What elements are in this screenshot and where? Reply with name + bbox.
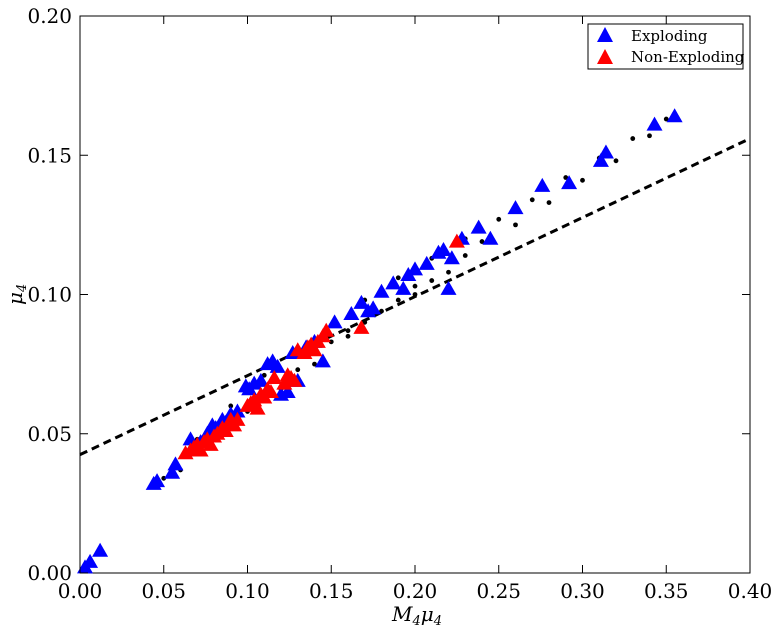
exploding-point xyxy=(82,553,99,568)
exploding-point xyxy=(666,108,683,123)
exploding-point xyxy=(343,305,360,320)
y-tick-label: 0.15 xyxy=(27,143,72,167)
track-dot xyxy=(161,475,167,481)
x-tick-label: 0.40 xyxy=(728,579,773,603)
y-tick-label: 0.20 xyxy=(27,4,72,28)
x-tick-label: 0.30 xyxy=(560,579,605,603)
exploding-point xyxy=(395,280,412,295)
legend: Exploding Non-Exploding xyxy=(587,23,745,70)
exploding-point xyxy=(167,456,184,471)
exploding-point xyxy=(561,175,578,190)
non-exploding-point xyxy=(262,383,279,398)
y-tick-label: 0.00 xyxy=(27,561,72,585)
exploding-point xyxy=(597,144,614,159)
non-exploding-point xyxy=(306,342,323,357)
y-tick-label: 0.10 xyxy=(27,283,72,307)
track-dot xyxy=(228,403,234,409)
y-tick-label: 0.05 xyxy=(27,422,72,446)
track-dot xyxy=(328,339,334,345)
x-tick-label: 0.25 xyxy=(476,579,521,603)
track-dot xyxy=(345,328,351,334)
exploding-point xyxy=(440,280,457,295)
exploding-point xyxy=(534,177,551,192)
exploding-point xyxy=(229,403,246,418)
track-dot xyxy=(613,158,619,164)
x-tick-label: 0.35 xyxy=(644,579,689,603)
track-dot xyxy=(479,239,485,244)
non-exploding-point xyxy=(192,442,209,457)
legend-marker-exploding xyxy=(597,27,613,42)
non-exploding-point xyxy=(448,233,465,248)
exploding-point xyxy=(507,200,524,215)
exploding-point xyxy=(164,464,181,479)
track-dot xyxy=(312,361,317,367)
track-dot xyxy=(295,367,301,373)
exploding-point xyxy=(435,241,452,256)
track-dot xyxy=(395,297,401,303)
track-dot xyxy=(529,197,535,203)
exploding-point xyxy=(279,383,296,398)
track-dot xyxy=(462,253,468,258)
non-exploding-point xyxy=(353,319,370,334)
track-dot xyxy=(546,200,552,205)
exploding-point xyxy=(149,473,166,488)
exploding-point xyxy=(407,261,423,276)
exploding-point xyxy=(470,219,487,234)
legend-label-exploding: Exploding xyxy=(631,27,708,45)
track-dot xyxy=(630,136,636,141)
non-exploding-point xyxy=(217,422,234,437)
non-exploding-point xyxy=(229,411,246,426)
exploding-point xyxy=(365,300,382,315)
track-dot xyxy=(580,177,585,183)
x-tick-label: 0.00 xyxy=(58,579,103,603)
x-tick-label: 0.20 xyxy=(393,579,438,603)
exploding-point xyxy=(443,250,460,265)
legend-marker-non-exploding xyxy=(597,49,613,64)
exploding-point xyxy=(373,283,390,298)
x-tick-label: 0.05 xyxy=(141,579,186,603)
fit-line xyxy=(79,137,751,456)
exploding-point xyxy=(326,314,343,329)
exploding-point xyxy=(482,230,499,245)
exploding-point xyxy=(92,542,109,557)
exploding-point xyxy=(269,358,286,373)
track-dot xyxy=(429,278,435,283)
non-exploding-point xyxy=(249,400,266,415)
fit-line-path xyxy=(79,137,751,456)
track-dot xyxy=(496,216,502,222)
exploding-point xyxy=(592,152,609,167)
x-tick-label: 0.10 xyxy=(225,579,270,603)
x-tick-label: 0.15 xyxy=(309,579,354,603)
legend-label-non-exploding: Non-Exploding xyxy=(631,48,745,66)
svg-text:μ4: μ4 xyxy=(3,284,30,305)
y-axis-label: μ4 xyxy=(3,284,30,305)
exploding-point xyxy=(418,255,435,270)
series-non-exploding xyxy=(177,233,465,460)
track-dot xyxy=(663,116,669,122)
x-axis-label: M4μ4 xyxy=(391,602,442,629)
track-dot xyxy=(261,372,267,378)
exploding-point xyxy=(314,353,331,368)
non-exploding-point xyxy=(266,370,283,385)
non-exploding-point xyxy=(318,322,335,337)
legend-box xyxy=(587,23,744,70)
exploding-point xyxy=(353,294,370,309)
track-dot xyxy=(446,269,451,275)
non-exploding-point xyxy=(286,372,303,387)
exploding-point xyxy=(646,116,663,131)
exploding-point xyxy=(252,372,269,387)
track-dot xyxy=(513,222,518,228)
track-dot xyxy=(412,283,418,289)
exploding-point xyxy=(385,275,402,290)
x-axis-ticks: 0.00 0.05 0.10 0.15 0.20 0.25 0.30 0.35 0.40 xyxy=(58,16,773,603)
non-exploding-point xyxy=(202,436,219,451)
y-axis-ticks: 0.00 0.05 0.10 0.15 0.20 xyxy=(27,4,750,585)
track-dot xyxy=(563,175,569,180)
track-dot xyxy=(395,275,401,281)
track-dot xyxy=(345,333,351,339)
track-dot xyxy=(647,133,652,139)
